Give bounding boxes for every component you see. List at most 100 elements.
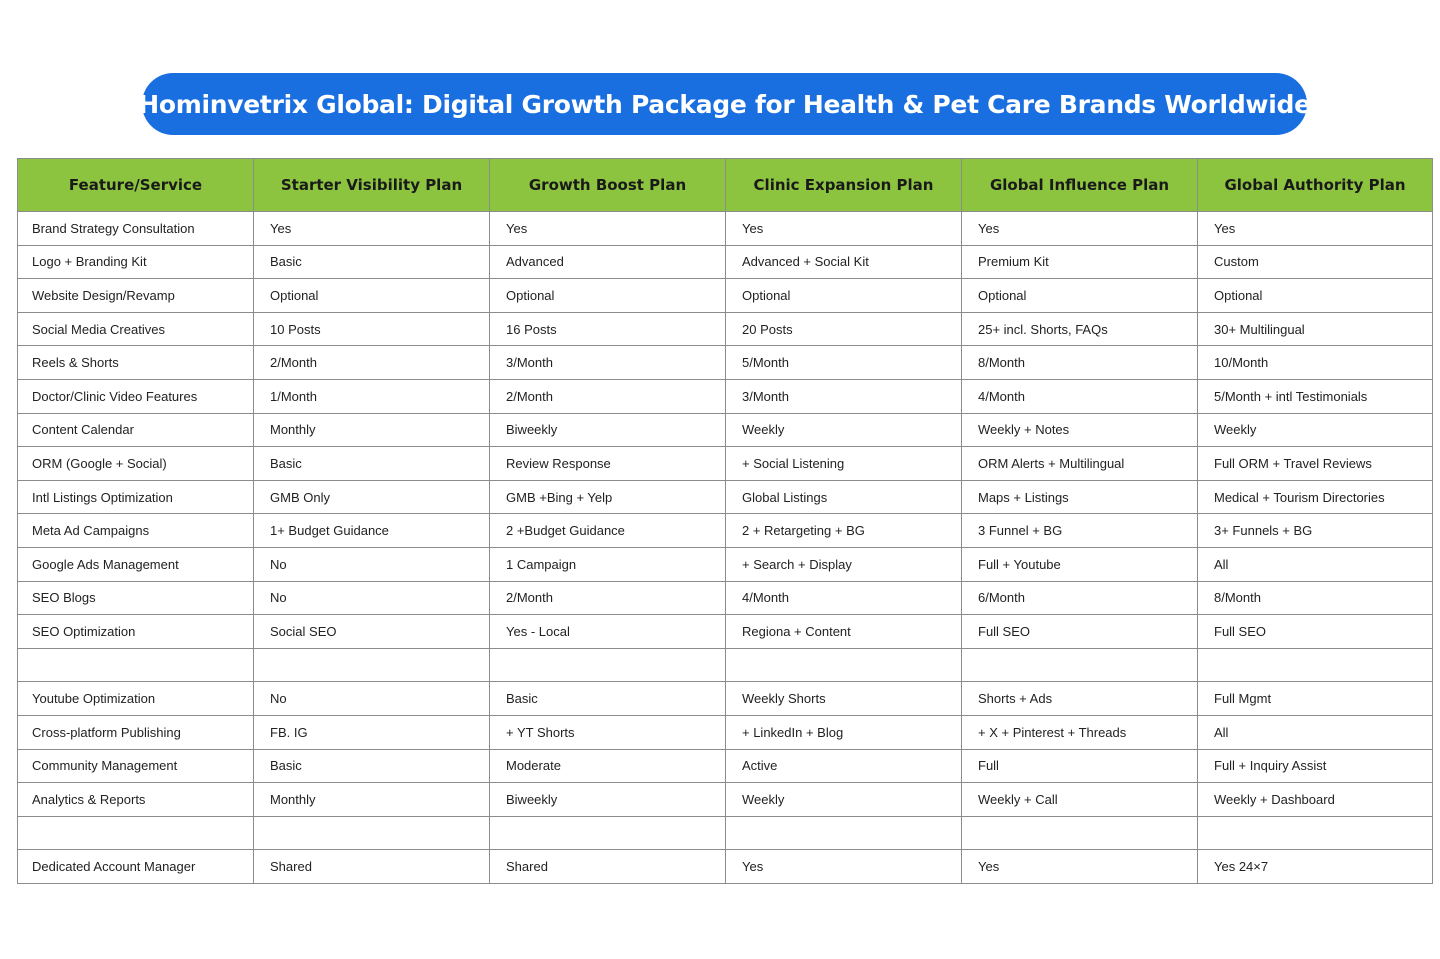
clinic-plan-cell: Weekly Shorts [725,681,962,716]
authority-plan-cell: All [1197,714,1433,750]
authority-plan-cell: Full + Inquiry Assist [1197,748,1433,784]
clinic-plan-cell: Weekly [725,412,962,448]
clinic-plan-cell: + LinkedIn + Blog [725,714,962,750]
header-growth-boost-plan: Growth Boost Plan [489,158,726,212]
starter-plan-cell: Basic [253,244,490,280]
starter-plan-cell: Monthly [253,412,490,448]
starter-plan-cell: 1/Month [253,378,490,414]
clinic-plan-cell: Weekly [725,782,962,817]
clinic-plan-cell: 3/Month [725,378,962,414]
influence-plan-cell: Full + Youtube [961,546,1198,582]
header-global-authority-plan: Global Authority Plan [1197,158,1433,212]
growth-plan-cell: GMB +Bing + Yelp [489,479,726,515]
growth-plan-cell: Review Response [489,446,726,481]
starter-plan-cell: 1+ Budget Guidance [253,513,490,548]
clinic-plan-cell: + Social Listening [725,446,962,481]
starter-plan-cell [253,815,490,851]
starter-plan-cell: 2/Month [253,345,490,380]
authority-plan-cell: Weekly [1197,412,1433,448]
influence-plan-cell: Full SEO [961,614,1198,649]
feature-cell: Intl Listings Optimization [17,479,254,515]
clinic-plan-cell: 4/Month [725,580,962,616]
clinic-plan-cell [725,815,962,851]
pricing-comparison-table: Feature/Service Starter Visibility Plan Gr… [17,158,1433,884]
feature-cell: Meta Ad Campaigns [17,513,254,548]
feature-cell: Dedicated Account Manager [17,849,254,884]
starter-plan-cell: Social SEO [253,614,490,649]
starter-plan-cell: No [253,580,490,616]
clinic-plan-cell: Global Listings [725,479,962,515]
influence-plan-cell [961,815,1198,851]
authority-plan-cell: Yes 24×7 [1197,849,1433,884]
starter-plan-cell: Basic [253,748,490,784]
growth-plan-cell: Basic [489,681,726,716]
clinic-plan-cell [725,647,962,683]
feature-cell: Social Media Creatives [17,311,254,347]
feature-cell [17,815,254,851]
influence-plan-cell: Yes [961,849,1198,884]
feature-cell: SEO Blogs [17,580,254,616]
authority-plan-cell: Full Mgmt [1197,681,1433,716]
clinic-plan-cell: Optional [725,278,962,313]
table-row: Dedicated Account Manager Shared Shared Yes… [17,849,1433,884]
feature-cell: Doctor/Clinic Video Features [17,378,254,414]
growth-plan-cell: Optional [489,278,726,313]
feature-cell: Content Calendar [17,412,254,448]
header-feature-service: Feature/Service [17,158,254,212]
table-row: Website Design/Revamp Optional Optional Opt… [17,278,1433,313]
table-header-row: Feature/Service Starter Visibility Plan Gr… [17,158,1433,212]
authority-plan-cell: Medical + Tourism Directories [1197,479,1433,515]
growth-plan-cell: 3/Month [489,345,726,380]
table-row: Content Calendar Monthly Biweekly Weekly Wee… [17,412,1433,448]
starter-plan-cell: Yes [253,211,490,246]
starter-plan-cell: Shared [253,849,490,884]
growth-plan-cell: 2/Month [489,580,726,616]
page-title: Hominvetrix Global: Digital Growth Packa… [138,89,1311,119]
table-row: Community Management Basic Moderate Active F… [17,748,1433,784]
growth-plan-cell: Advanced [489,244,726,280]
starter-plan-cell: Optional [253,278,490,313]
influence-plan-cell: 25+ incl. Shorts, FAQs [961,311,1198,347]
feature-cell: Google Ads Management [17,546,254,582]
growth-plan-cell: Biweekly [489,412,726,448]
header-clinic-expansion-plan: Clinic Expansion Plan [725,158,962,212]
starter-plan-cell: FB. IG [253,714,490,750]
starter-plan-cell: 10 Posts [253,311,490,347]
influence-plan-cell: Shorts + Ads [961,681,1198,716]
authority-plan-cell: Yes [1197,211,1433,246]
authority-plan-cell: 8/Month [1197,580,1433,616]
authority-plan-cell: 10/Month [1197,345,1433,380]
table-row: Doctor/Clinic Video Features 1/Month 2/Mon… [17,378,1433,414]
authority-plan-cell [1197,815,1433,851]
feature-cell: Website Design/Revamp [17,278,254,313]
clinic-plan-cell: 20 Posts [725,311,962,347]
growth-plan-cell: 2 +Budget Guidance [489,513,726,548]
feature-cell: Reels & Shorts [17,345,254,380]
authority-plan-cell: Weekly + Dashboard [1197,782,1433,817]
clinic-plan-cell: 2 + Retargeting + BG [725,513,962,548]
starter-plan-cell: No [253,546,490,582]
growth-plan-cell: Yes - Local [489,614,726,649]
influence-plan-cell: 6/Month [961,580,1198,616]
feature-cell: Logo + Branding Kit [17,244,254,280]
influence-plan-cell: 8/Month [961,345,1198,380]
clinic-plan-cell: Active [725,748,962,784]
starter-plan-cell: Monthly [253,782,490,817]
table-row: Intl Listings Optimization GMB Only GMB +B… [17,479,1433,515]
starter-plan-cell: Basic [253,446,490,481]
influence-plan-cell: Yes [961,211,1198,246]
feature-cell: Analytics & Reports [17,782,254,817]
starter-plan-cell [253,647,490,683]
growth-plan-cell: Biweekly [489,782,726,817]
growth-plan-cell: Shared [489,849,726,884]
table-row: Youtube Optimization No Basic Weekly Shorts… [17,681,1433,716]
influence-plan-cell: Weekly + Notes [961,412,1198,448]
table-row: ORM (Google + Social) Basic Review Respons… [17,446,1433,481]
growth-plan-cell: 2/Month [489,378,726,414]
growth-plan-cell: Moderate [489,748,726,784]
clinic-plan-cell: Yes [725,849,962,884]
growth-plan-cell [489,647,726,683]
header-starter-visibility-plan: Starter Visibility Plan [253,158,490,212]
influence-plan-cell: 4/Month [961,378,1198,414]
table-row [17,647,1433,683]
